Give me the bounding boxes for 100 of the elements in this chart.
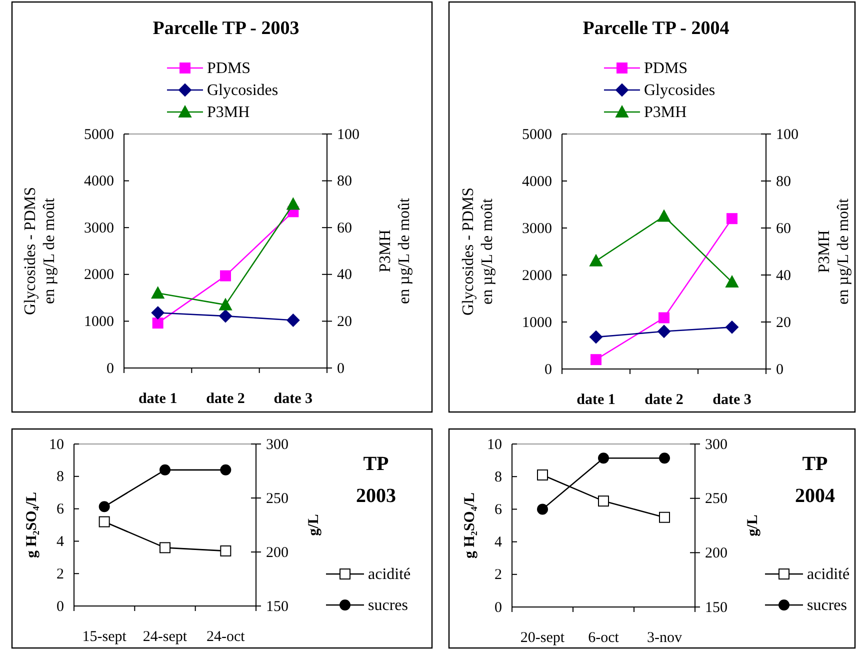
x-tick-label: 24-oct	[206, 629, 246, 645]
y-tick-label: 6	[494, 502, 502, 518]
point	[658, 324, 670, 338]
y2-tick-label: 150	[705, 600, 728, 616]
x-tick-label: date 2	[206, 391, 245, 407]
y2-tick-label: 0	[337, 360, 344, 377]
y2-tick-label: 20	[776, 314, 791, 331]
y2-tick-label: 60	[776, 220, 791, 237]
y2-tick-label: 0	[776, 362, 784, 378]
point	[151, 306, 164, 320]
point	[590, 354, 602, 366]
x-tick-label: date 1	[576, 392, 616, 408]
y-tick-label: 0	[494, 600, 502, 616]
y-tick-label: 2000	[522, 268, 552, 284]
point	[590, 330, 602, 344]
y2-axis-title: g/L	[306, 514, 322, 536]
y2-tick-label: 40	[337, 267, 352, 284]
point	[151, 286, 164, 299]
legend-label: sucres	[807, 597, 847, 614]
y2-tick-label: 60	[337, 220, 352, 236]
y-tick-label: 2	[494, 567, 502, 584]
point	[160, 542, 170, 554]
point	[98, 516, 110, 528]
y2-tick-label: 20	[337, 314, 352, 330]
y-tick-label: 4000	[522, 174, 552, 190]
y-tick-label: 0	[544, 362, 552, 378]
y2-tick-label: 100	[776, 126, 798, 143]
y2-tick-label: 80	[776, 174, 791, 190]
y2-tick-label: 200	[266, 544, 288, 561]
x-tick-label: 20-sept	[520, 630, 566, 646]
y-tick-label: 5000	[522, 126, 552, 143]
y-axis-title: Glycosides - PDMS en µg/L de moût	[460, 187, 496, 316]
point	[220, 545, 232, 556]
point	[598, 496, 609, 507]
y2-tick-label: 80	[337, 174, 352, 190]
y2-tick-label: 250	[266, 490, 288, 507]
y-tick-label: 8	[494, 469, 502, 486]
x-tick-label: date 3	[274, 391, 313, 407]
point	[220, 270, 231, 282]
y-tick-label: 2000	[84, 267, 114, 284]
legend-label: PDMS	[207, 60, 251, 77]
chart-title: Parcelle TP - 2004	[582, 18, 730, 39]
point	[537, 469, 548, 480]
y2-tick-label: 300	[705, 436, 728, 453]
y-tick-label: 8	[56, 469, 64, 486]
legend-label: acidité	[807, 566, 850, 583]
y-tick-label: 2	[56, 566, 64, 582]
y-tick-label: 3000	[84, 220, 114, 236]
point	[726, 320, 738, 334]
point	[219, 298, 232, 310]
y-tick-label: 3000	[522, 220, 552, 237]
point	[286, 198, 300, 210]
y-tick-label: 1000	[84, 314, 114, 330]
y-axis-title: Glycosides - PDMS en µg/L de moût	[22, 186, 58, 316]
y2-tick-label: 250	[705, 491, 728, 508]
y2-tick-label: 100	[337, 126, 360, 143]
text: TP 2003	[356, 453, 396, 507]
y-tick-label: 10	[49, 436, 64, 453]
y2-axis-title: P3MH en µg/L de moût	[816, 198, 852, 304]
point	[658, 312, 670, 324]
y-tick-label: 5000	[84, 126, 114, 143]
x-tick-label: 15-sept	[82, 629, 128, 645]
legend-label: PDMS	[644, 60, 688, 77]
point	[590, 254, 602, 266]
point	[658, 210, 670, 222]
y2-tick-label: 40	[776, 268, 791, 284]
y-tick-label: 6	[56, 502, 64, 518]
point	[152, 318, 164, 329]
legend-label: acidité	[368, 566, 411, 583]
point	[726, 213, 738, 224]
x-tick-label: 3-nov	[647, 630, 682, 646]
y-tick-label: 0	[106, 360, 114, 377]
y-tick-label: 4	[494, 534, 502, 551]
y-axis-title: g H₂SO₄/L	[24, 492, 40, 558]
point	[286, 314, 300, 327]
chart-title: Parcelle TP - 2003	[152, 18, 300, 39]
y-tick-label: 1000	[522, 314, 552, 331]
y-tick-label: 4000	[84, 174, 114, 190]
legend-label: Glycosides	[644, 82, 716, 99]
legend-label: sucres	[368, 597, 408, 614]
point	[726, 276, 738, 288]
x-tick-label: date 2	[644, 392, 684, 408]
y2-axis-title: g/L	[745, 514, 761, 536]
x-tick-label: 24-sept	[142, 629, 188, 645]
y-axis-title: g H₂SO₄/L	[462, 492, 478, 559]
y-tick-label: 10	[487, 436, 502, 453]
x-tick-label: date 3	[712, 392, 752, 408]
y2-tick-label: 150	[266, 598, 288, 615]
y2-tick-label: 300	[266, 436, 288, 453]
point	[659, 512, 670, 523]
point	[219, 310, 232, 323]
x-tick-label: date 1	[138, 391, 178, 407]
text: TP 2004	[795, 453, 835, 507]
y-tick-label: 4	[56, 534, 64, 550]
legend-label: P3MH	[207, 104, 250, 121]
x-tick-label: 6-oct	[588, 630, 620, 646]
y2-axis-title: P3MH en µg/L de moût	[377, 197, 413, 304]
y2-tick-label: 200	[705, 545, 728, 562]
legend-label: P3MH	[644, 104, 688, 121]
legend-label: Glycosides	[207, 82, 278, 99]
